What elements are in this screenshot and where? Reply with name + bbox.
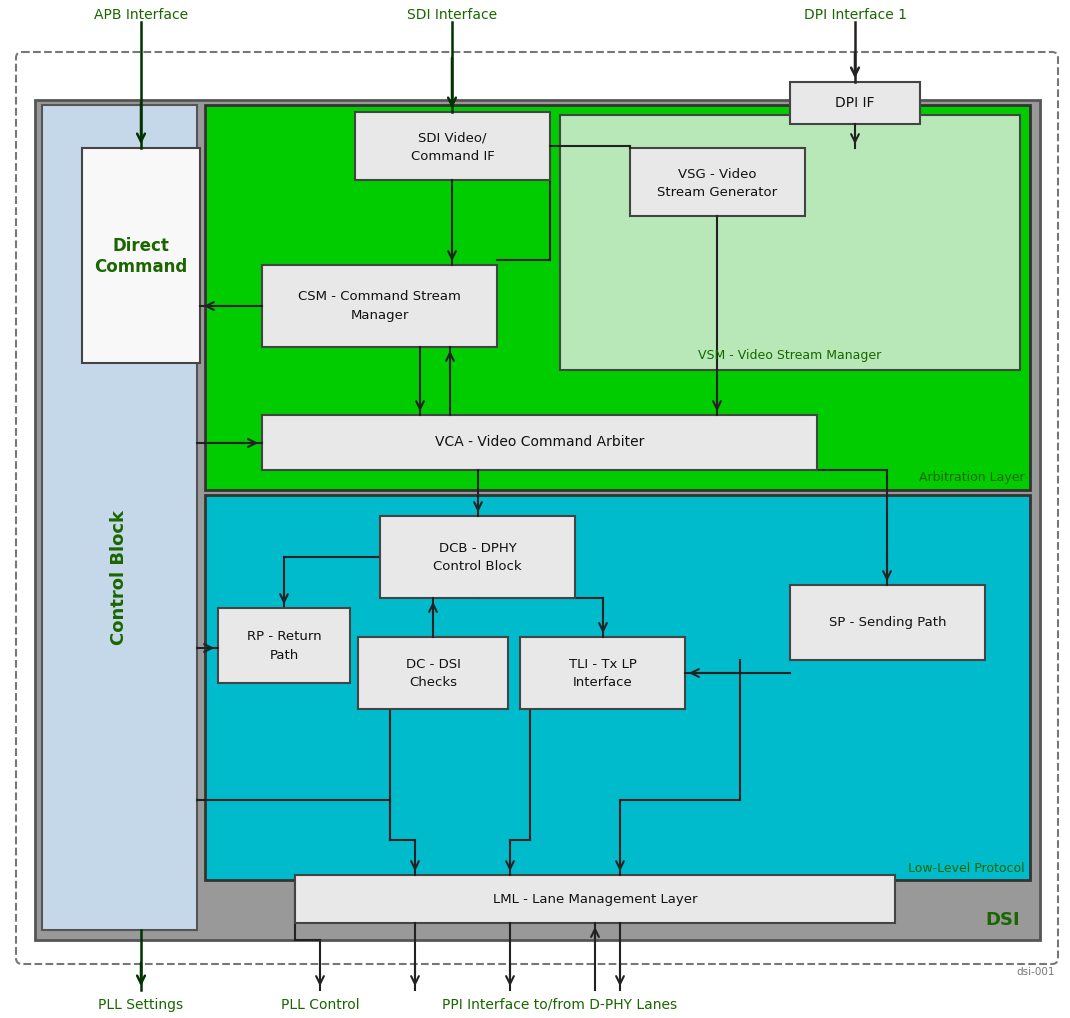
Text: SDI Interface: SDI Interface <box>407 8 498 22</box>
Bar <box>205 105 1030 490</box>
Text: Stream Generator: Stream Generator <box>657 185 778 199</box>
Bar <box>790 82 920 124</box>
Bar <box>82 148 200 363</box>
Bar <box>295 875 895 923</box>
Text: Command: Command <box>94 259 187 277</box>
Bar <box>630 148 805 216</box>
Text: Manager: Manager <box>350 309 409 323</box>
Text: Interface: Interface <box>572 677 632 689</box>
Text: APB Interface: APB Interface <box>94 8 188 22</box>
Text: PLL Control: PLL Control <box>280 998 360 1012</box>
Text: dsi-001: dsi-001 <box>1016 967 1055 977</box>
Text: CSM - Command Stream: CSM - Command Stream <box>299 290 461 303</box>
Text: SP - Sending Path: SP - Sending Path <box>829 616 946 629</box>
Text: Path: Path <box>270 649 299 662</box>
Text: PPI Interface to/from D-PHY Lanes: PPI Interface to/from D-PHY Lanes <box>442 998 677 1012</box>
Text: DCB - DPHY: DCB - DPHY <box>439 542 517 555</box>
Text: DSI: DSI <box>985 911 1020 929</box>
Bar <box>205 495 1030 880</box>
Text: Checks: Checks <box>409 677 457 689</box>
Bar <box>35 100 1040 940</box>
Bar <box>790 585 985 660</box>
Text: PLL Settings: PLL Settings <box>98 998 184 1012</box>
Bar <box>42 105 197 930</box>
Bar <box>380 516 575 598</box>
Text: DC - DSI: DC - DSI <box>406 658 460 671</box>
Text: Control Block: Control Block <box>110 510 128 645</box>
Bar <box>262 265 496 347</box>
Text: TLI - Tx LP: TLI - Tx LP <box>568 658 637 671</box>
Text: VCA - Video Command Arbiter: VCA - Video Command Arbiter <box>434 436 644 450</box>
Bar <box>358 637 508 709</box>
Text: VSG - Video: VSG - Video <box>678 168 756 180</box>
Text: Control Block: Control Block <box>433 561 522 573</box>
Text: DPI Interface 1: DPI Interface 1 <box>804 8 906 22</box>
Bar <box>218 608 350 683</box>
Text: Command IF: Command IF <box>411 150 494 163</box>
Text: Direct: Direct <box>112 236 169 254</box>
Text: DPI IF: DPI IF <box>836 96 875 110</box>
Text: Arbitration Layer: Arbitration Layer <box>919 471 1025 485</box>
Text: Low-Level Protocol: Low-Level Protocol <box>908 861 1025 874</box>
Text: RP - Return: RP - Return <box>247 630 321 643</box>
Text: LML - Lane Management Layer: LML - Lane Management Layer <box>493 893 698 905</box>
Bar <box>560 115 1020 370</box>
Bar <box>520 637 685 709</box>
Bar <box>355 112 550 180</box>
Text: VSM - Video Stream Manager: VSM - Video Stream Manager <box>699 349 882 362</box>
Text: SDI Video/: SDI Video/ <box>418 131 487 145</box>
Bar <box>262 415 817 470</box>
